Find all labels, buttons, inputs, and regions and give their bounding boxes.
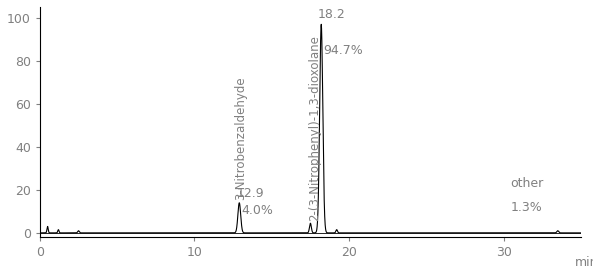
Text: 94.7%: 94.7% — [324, 44, 364, 57]
Text: 18.2: 18.2 — [317, 8, 345, 21]
Text: 12.9: 12.9 — [237, 187, 264, 199]
Text: 1.3%: 1.3% — [511, 201, 543, 214]
Text: other: other — [510, 177, 543, 190]
Text: 3-Nitrobenzaldehyde: 3-Nitrobenzaldehyde — [235, 76, 248, 199]
X-axis label: min: min — [575, 256, 593, 269]
Text: 2-(3-Nitrophenyl)-1,3-dioxolane: 2-(3-Nitrophenyl)-1,3-dioxolane — [308, 35, 321, 221]
Text: 4.0%: 4.0% — [241, 204, 273, 217]
